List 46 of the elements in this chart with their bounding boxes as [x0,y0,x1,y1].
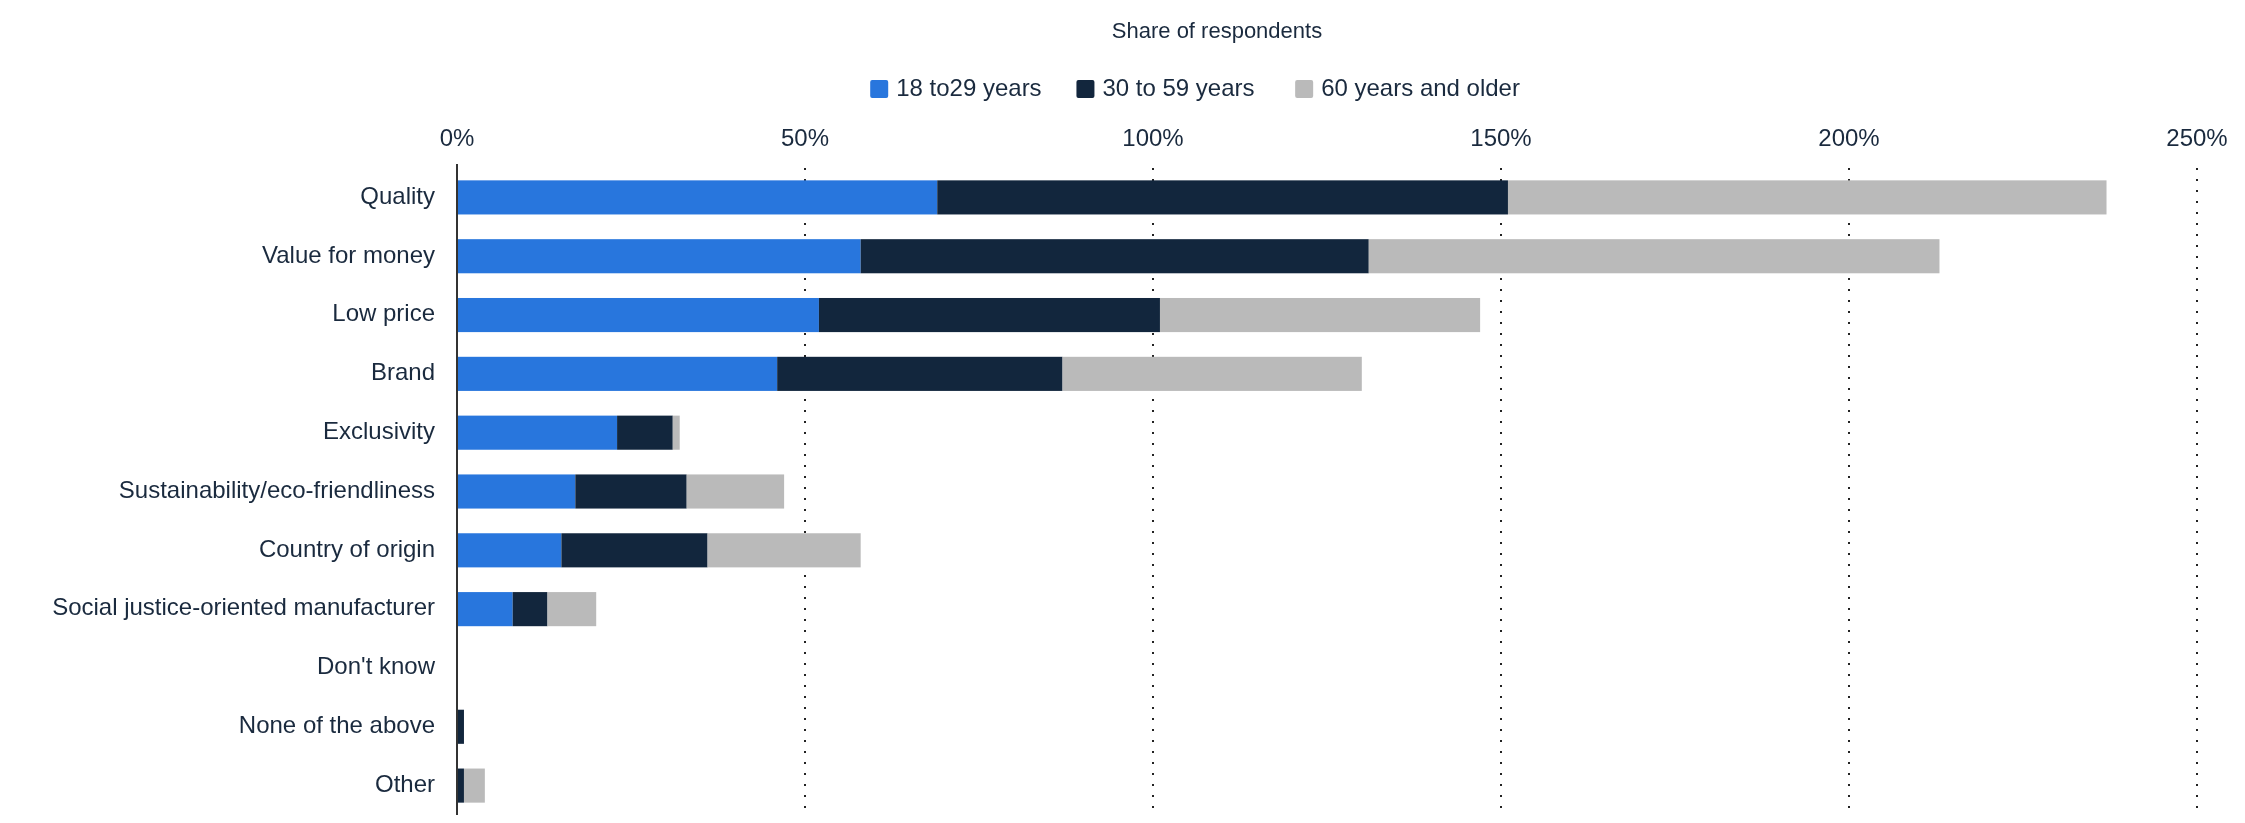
bar [457,239,861,274]
y-tick-label: Value for money [262,240,435,268]
bar [617,415,673,450]
bar [512,592,548,627]
bar [1507,180,2107,215]
bar [457,297,819,333]
bar [1159,297,1481,333]
bar [777,356,1063,391]
bar [937,180,1508,215]
bar [575,474,687,509]
y-tick-label: Other [374,769,435,797]
legend-label: 18 to29 years [896,74,1042,102]
bar [457,533,562,568]
bar [1062,356,1362,391]
x-tick-label: 50% [780,124,830,151]
y-tick-label: Social justice-oriented manufacturer [52,593,435,621]
y-tick-label: Exclusivity [322,417,435,445]
bar [860,239,1369,274]
bar [457,415,618,450]
y-tick-label: Low price [332,299,435,327]
legend-label: 60 years and older [1321,74,1520,102]
x-tick-label: 200% [1818,124,1880,151]
bar [463,768,485,803]
y-tick-label: Sustainability/eco-friendliness [118,475,435,503]
x-tick-label: 150% [1470,124,1532,151]
y-tick-label: Quality [360,181,435,209]
x-tick-label: 250% [2166,124,2228,151]
bar [672,415,680,450]
x-axis-title: Share of respondents [1111,18,1323,43]
bar [457,474,576,509]
y-tick-label: Country of origin [258,534,435,562]
bar [457,592,513,627]
bar [707,533,861,568]
bar [457,356,778,391]
x-tick-label: 0% [439,124,475,151]
y-tick-label: None of the above [238,711,435,739]
bar [686,474,785,509]
bar [547,592,597,627]
bar [818,297,1160,333]
y-tick-label: Brand [370,358,435,386]
bar [457,180,938,215]
x-tick-label: 100% [1122,124,1184,151]
y-tick-label: Don't know [317,652,436,680]
bar [561,533,708,568]
legend-label: 30 to 59 years [1102,74,1255,102]
bar [1368,239,1940,274]
